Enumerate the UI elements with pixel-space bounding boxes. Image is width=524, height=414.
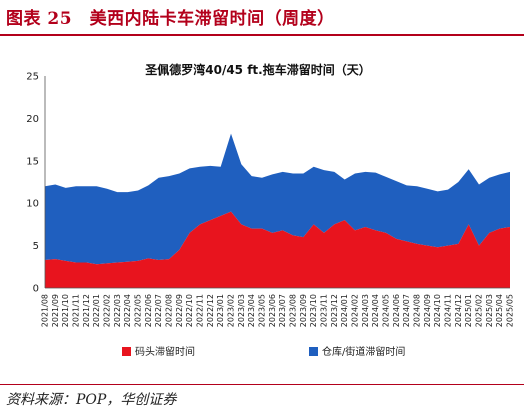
- x-tick-label: 2024/12: [454, 294, 463, 327]
- x-tick-label: 2025/01: [464, 294, 473, 327]
- x-tick-label: 2021/09: [51, 294, 60, 327]
- x-tick-label: 2022/09: [175, 294, 184, 327]
- y-tick-label: 20: [26, 114, 39, 125]
- legend-swatch-dock: [122, 347, 131, 356]
- header: 图表 25 美西内陆卡车滞留时间（周度）: [0, 0, 524, 36]
- x-tick-label: 2023/07: [278, 294, 287, 327]
- x-tick-label: 2021/12: [82, 294, 91, 327]
- x-tick-label: 2022/02: [103, 294, 112, 327]
- source-note: 资料来源：POP，华创证券: [6, 392, 177, 408]
- x-tick-label: 2024/09: [423, 294, 432, 327]
- chart-svg: 圣佩德罗湾40/45 ft.拖车滞留时间（天） 0 5 10 15 20 25 2021/…: [26, 62, 515, 358]
- x-tick-label: 2023/09: [299, 294, 308, 327]
- x-tick-label: 2022/03: [113, 294, 122, 327]
- legend-label-dock: 码头滞留时间: [135, 345, 195, 358]
- legend: 码头滞留时间 仓库/街道滞留时间: [122, 345, 405, 358]
- series-area-warehouse: [45, 133, 510, 265]
- x-tick-label: 2024/02: [351, 294, 360, 327]
- chart-container: 圣佩德罗湾40/45 ft.拖车滞留时间（天） 0 5 10 15 20 25 2021/…: [0, 40, 524, 380]
- chart-title: 圣佩德罗湾40/45 ft.拖车滞留时间（天）: [144, 62, 370, 77]
- legend-label-warehouse: 仓库/街道滞留时间: [322, 345, 405, 358]
- figure-title: 图表 25 美西内陆卡车滞留时间（周度）: [6, 9, 335, 29]
- x-tick-label: 2023/08: [289, 294, 298, 327]
- x-tick-label: 2025/04: [495, 294, 504, 327]
- y-tick-label: 15: [26, 156, 39, 167]
- title-rule: [0, 34, 524, 36]
- x-tick-label: 2023/03: [237, 294, 246, 327]
- x-tick-label: 2021/08: [41, 294, 50, 327]
- y-tick-label: 0: [33, 284, 39, 295]
- x-tick-label: 2023/01: [216, 294, 225, 327]
- x-tick-label: 2024/04: [371, 294, 380, 327]
- plot-area: [45, 133, 510, 288]
- x-tick-label: 2024/11: [444, 294, 453, 327]
- y-tick-label: 25: [26, 72, 39, 83]
- x-tick-label: 2024/06: [392, 294, 401, 327]
- x-tick-label: 2024/03: [361, 294, 370, 327]
- x-tick-label: 2022/10: [185, 294, 194, 327]
- x-tick-label: 2022/12: [206, 294, 215, 327]
- x-tick-label: 2024/05: [382, 294, 391, 327]
- x-tick-label: 2021/10: [61, 294, 70, 327]
- x-tick-label: 2025/02: [475, 294, 484, 327]
- legend-swatch-warehouse: [309, 347, 318, 356]
- x-tick-label: 2021/11: [72, 294, 81, 327]
- x-tick-label: 2022/04: [123, 294, 132, 327]
- x-axis: 2021/08 2021/09 2021/10 2021/11 2021/12 2022/…: [41, 287, 515, 327]
- x-tick-label: 2023/02: [227, 294, 236, 327]
- x-tick-label: 2023/10: [309, 294, 318, 327]
- y-axis: 0 5 10 15 20 25: [26, 72, 46, 295]
- x-tick-label: 2023/05: [258, 294, 267, 327]
- footer-rule: [0, 384, 524, 385]
- x-tick-label: 2022/11: [196, 294, 205, 327]
- x-tick-label: 2025/03: [485, 294, 494, 327]
- x-tick-label: 2022/07: [154, 294, 163, 327]
- x-tick-label: 2024/01: [340, 294, 349, 327]
- x-tick-label: 2023/11: [320, 294, 329, 327]
- x-tick-label: 2023/12: [330, 294, 339, 327]
- y-tick-label: 10: [26, 199, 39, 210]
- x-tick-label: 2023/06: [268, 294, 277, 327]
- x-tick-label: 2022/01: [92, 294, 101, 327]
- x-tick-label: 2022/05: [134, 294, 143, 327]
- y-tick-label: 5: [33, 241, 39, 252]
- x-tick-label: 2024/10: [433, 294, 442, 327]
- x-tick-label: 2024/07: [402, 294, 411, 327]
- x-tick-label: 2023/04: [247, 294, 256, 327]
- x-tick-label: 2022/08: [165, 294, 174, 327]
- x-tick-label: 2022/06: [144, 294, 153, 327]
- x-tick-label: 2025/05: [506, 294, 515, 327]
- x-tick-label: 2024/08: [413, 294, 422, 327]
- series-area-dock: [45, 211, 510, 288]
